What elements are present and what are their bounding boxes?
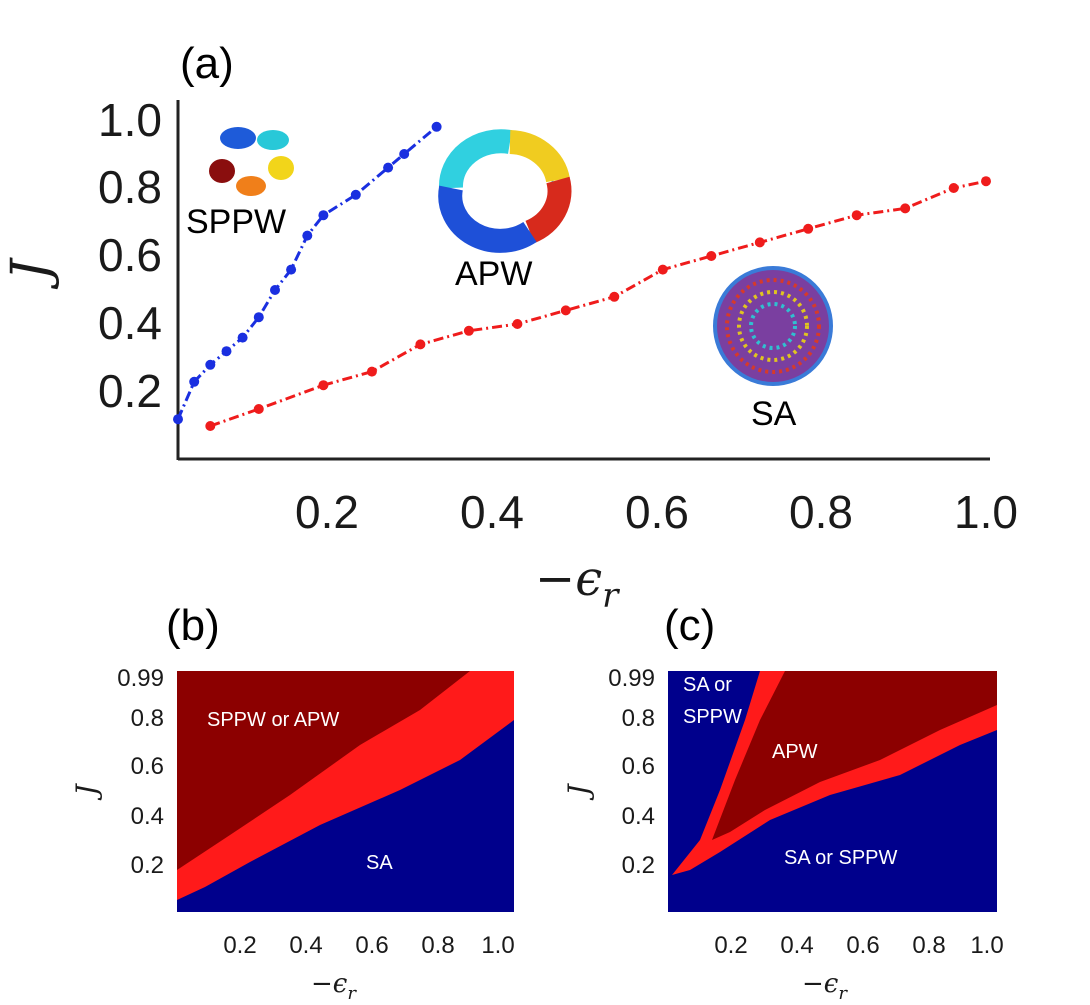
data-point-red [948,183,959,193]
panel-c-label: (c) [664,601,715,650]
y-axis-label: J [70,783,103,801]
region-label-apw: APW [772,741,818,763]
x-axis-label: −ϵr [311,969,357,1004]
y-tick-label: 0.6 [131,753,164,780]
x-tick-label: 0.6 [625,486,689,538]
y-tick-label: 0.4 [131,803,164,830]
data-point-red [754,237,765,248]
annotation-sppw: SPPW [186,203,286,241]
data-point-blue [221,346,232,357]
data-point-red [366,366,377,377]
annotation-apw: APW [455,255,532,293]
x-tick-labels: 0.2 0.4 0.6 0.8 1.0 [223,932,514,959]
data-point-red [463,325,474,336]
data-point-red [253,404,264,414]
data-point-blue [237,332,248,343]
data-point-red [205,421,216,431]
y-tick-labels: 0.99 0.8 0.6 0.4 0.2 [608,665,655,879]
y-tick-label: 0.2 [98,365,162,417]
data-point-blue [302,230,313,241]
sa-disk-inset [713,266,833,386]
data-point-blue [383,162,394,173]
data-point-blue [431,121,442,132]
panel-b: (b) SPPW or APW SA 0.99 0.8 0.6 0.4 0.2 … [70,601,515,1004]
y-tick-label: 0.6 [98,229,162,281]
y-tick-label: 0.8 [98,161,162,213]
y-tick-label: 1.0 [98,94,162,146]
y-tick-label: 0.4 [98,297,162,349]
y-tick-label: 0.2 [622,852,655,879]
data-point-red [415,339,426,350]
data-point-red [512,319,523,329]
x-tick-label: 0.6 [846,932,879,959]
x-tick-label: 1.0 [970,932,1003,959]
data-point-blue [286,264,297,275]
annotation-sa: SA [751,395,797,433]
panel-b-label: (b) [166,601,220,650]
region-label-sppw: SPPW [683,706,742,728]
y-tick-label: 0.99 [117,665,164,692]
y-tick-labels: 0.99 0.8 0.6 0.4 0.2 [117,665,164,879]
x-tick-labels: 0.2 0.4 0.6 0.8 1.0 [714,932,1003,959]
x-tick-label: 0.2 [223,932,256,959]
data-point-red [560,305,571,316]
data-point-red [657,264,668,275]
data-point-red [981,176,991,187]
data-point-blue [318,210,329,221]
x-tick-label: 0.8 [421,932,454,959]
y-tick-label: 0.4 [622,803,655,830]
region-label-sa-or: SA or [683,674,732,696]
x-tick-label: 0.4 [460,486,524,538]
x-tick-label: 1.0 [954,486,1018,538]
x-tick-label: 1.0 [481,932,514,959]
sppw-cluster-inset [209,127,294,196]
data-point-blue [189,376,200,387]
y-tick-labels: 0.2 0.4 0.6 0.8 1.0 [98,94,162,417]
panel-a-label: (a) [180,39,234,88]
data-point-red [706,251,717,261]
x-tick-label: 0.2 [714,932,747,959]
x-tick-label: 0.6 [355,932,388,959]
data-point-red [851,210,862,221]
x-axis-label: −ϵr [535,551,620,616]
data-point-red [318,380,329,391]
panel-a: (a) 0.2 0.4 0.6 0.8 1.0 0.2 0.4 0.6 0.8 … [1,39,1018,616]
data-point-blue [399,149,410,159]
y-tick-label: 0.2 [131,852,164,879]
y-tick-label: 0.99 [608,665,655,692]
x-tick-label: 0.4 [780,932,813,959]
x-tick-label: 0.4 [289,932,322,959]
heatmap-ordered-region [177,671,470,870]
heatmap-ordered-region [712,671,997,840]
data-point-red [803,223,814,234]
y-tick-label: 0.6 [622,753,655,780]
y-axis-label: J [1,256,61,289]
data-point-blue [173,414,183,425]
x-axis-label: −ϵr [802,969,848,1004]
data-point-blue [350,189,361,200]
series-group [173,121,991,431]
y-tick-label: 0.8 [622,705,655,732]
x-tick-label: 0.8 [912,932,945,959]
region-label-sa: SA [366,852,393,874]
data-point-blue [205,359,216,370]
panel-c: (c) SA or SPPW APW SA or SPPW 0.99 0.8 0… [562,601,1004,1004]
y-tick-label: 0.8 [131,705,164,732]
data-point-red [609,291,620,302]
apw-ring-inset [438,129,572,253]
data-point-blue [270,285,280,295]
region-label-sa-or-sppw: SA or SPPW [784,847,897,869]
y-axis-label: J [562,783,595,801]
data-point-blue [253,312,264,323]
region-label-sppw-apw: SPPW or APW [207,709,339,731]
data-point-red [900,203,911,214]
x-tick-label: 0.2 [295,486,359,538]
x-tick-label: 0.8 [789,486,853,538]
x-tick-labels: 0.2 0.4 0.6 0.8 1.0 [295,486,1018,538]
